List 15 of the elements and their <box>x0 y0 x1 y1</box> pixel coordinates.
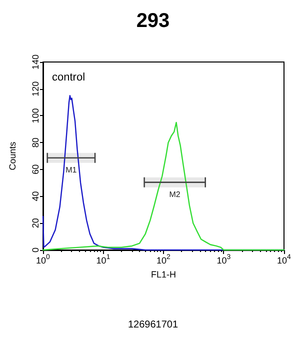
y-axis-title: Counts <box>8 141 18 170</box>
band-label: M2 <box>169 190 181 199</box>
y-tick-label: 0 <box>30 247 40 253</box>
y-tick-label: 120 <box>30 81 40 96</box>
y-tick-label: 40 <box>30 191 40 202</box>
y-tick-label: 140 <box>30 54 40 70</box>
y-tick-label: 80 <box>30 138 40 148</box>
y-tick-label: 100 <box>30 108 40 124</box>
x-axis-title: FL1-H <box>150 269 176 280</box>
y-tick-label: 20 <box>30 218 40 228</box>
annotation: control <box>52 72 86 84</box>
text: 126961701 <box>128 320 178 330</box>
y-tick-label: 60 <box>30 164 40 174</box>
chart-title: 293 <box>136 10 170 32</box>
band-label: M1 <box>66 165 78 174</box>
